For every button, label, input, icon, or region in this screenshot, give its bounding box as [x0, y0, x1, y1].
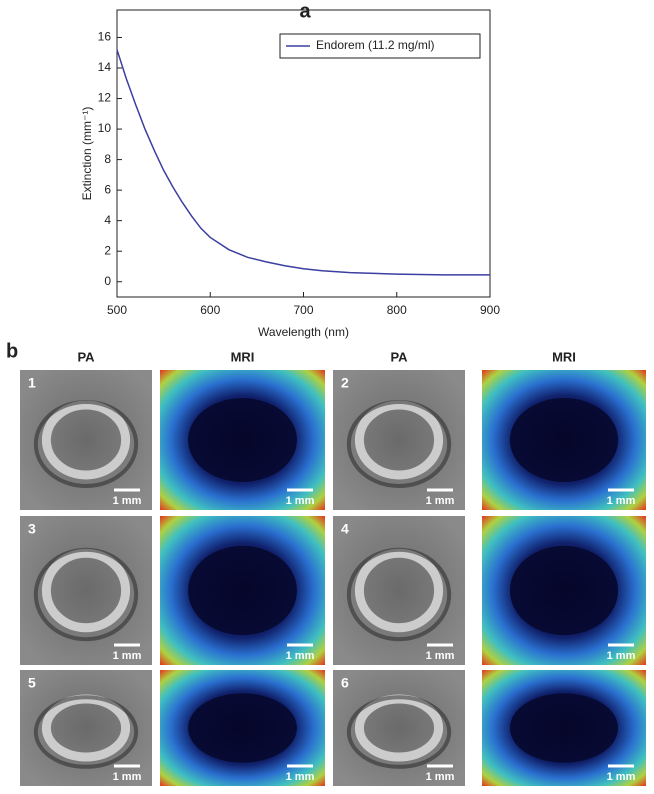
- legend-label: Endorem (11.2 mg/ml): [316, 38, 434, 52]
- pa-shadow: [346, 695, 452, 769]
- y-axis-label: Extinction (mm⁻¹): [80, 107, 94, 201]
- scale-label: 1 mm: [286, 495, 315, 507]
- column-header: MRI: [231, 349, 255, 364]
- x-tick-label: 500: [107, 303, 127, 317]
- pa-signal: [354, 400, 444, 480]
- data-line: [116, 49, 490, 276]
- scale-label: 1 mm: [286, 650, 315, 662]
- scale-label: 1 mm: [426, 650, 455, 662]
- scale-label: 1 mm: [113, 771, 142, 783]
- pa-image: [333, 516, 465, 665]
- image-number: 5: [28, 675, 36, 691]
- image-number: 1: [28, 375, 36, 391]
- y-tick-label: 8: [104, 152, 111, 166]
- y-tick-label: 2: [104, 243, 111, 257]
- pa-shadow: [346, 400, 452, 488]
- image-number: 3: [28, 521, 36, 537]
- x-axis-label: Wavelength (nm): [258, 325, 349, 339]
- mri-lesion: [188, 545, 297, 636]
- x-tick-label: 600: [200, 303, 220, 317]
- x-tick-label: 900: [480, 303, 500, 317]
- pa-shadow: [33, 547, 139, 642]
- y-tick-label: 4: [104, 213, 111, 227]
- image-number: 6: [341, 675, 349, 691]
- pa-image: [20, 516, 152, 665]
- legend-box: [279, 33, 481, 59]
- image-number: 4: [341, 521, 349, 537]
- y-tick-label: 6: [104, 182, 111, 196]
- mri-lesion: [188, 693, 297, 763]
- scale-label: 1 mm: [607, 771, 636, 783]
- scale-label: 1 mm: [286, 771, 315, 783]
- mri-lesion: [509, 545, 619, 636]
- y-tick-label: 10: [98, 121, 112, 135]
- pa-shadow: [33, 400, 139, 488]
- panel-label: a: [299, 0, 311, 22]
- pa-signal: [41, 400, 131, 480]
- scale-label: 1 mm: [113, 650, 142, 662]
- column-header: MRI: [552, 349, 576, 364]
- y-tick-label: 12: [98, 91, 112, 105]
- y-tick-label: 14: [98, 60, 112, 74]
- y-tick-label: 16: [98, 30, 112, 44]
- pa-shadow: [346, 547, 452, 642]
- scale-label: 1 mm: [607, 650, 636, 662]
- panel-label: b: [6, 340, 18, 362]
- pa-signal: [354, 548, 444, 633]
- mri-lesion: [509, 693, 619, 763]
- column-header: PA: [390, 349, 408, 364]
- scale-label: 1 mm: [607, 495, 636, 507]
- x-tick-label: 700: [293, 303, 313, 317]
- column-header: PA: [77, 349, 95, 364]
- y-tick-label: 0: [104, 274, 111, 288]
- scale-label: 1 mm: [426, 495, 455, 507]
- mri-lesion: [509, 398, 619, 482]
- pa-shadow: [33, 695, 139, 769]
- pa-signal: [41, 548, 131, 633]
- mri-lesion: [188, 398, 297, 482]
- x-tick-label: 800: [387, 303, 407, 317]
- scale-label: 1 mm: [426, 771, 455, 783]
- scale-label: 1 mm: [113, 495, 142, 507]
- image-number: 2: [341, 375, 349, 391]
